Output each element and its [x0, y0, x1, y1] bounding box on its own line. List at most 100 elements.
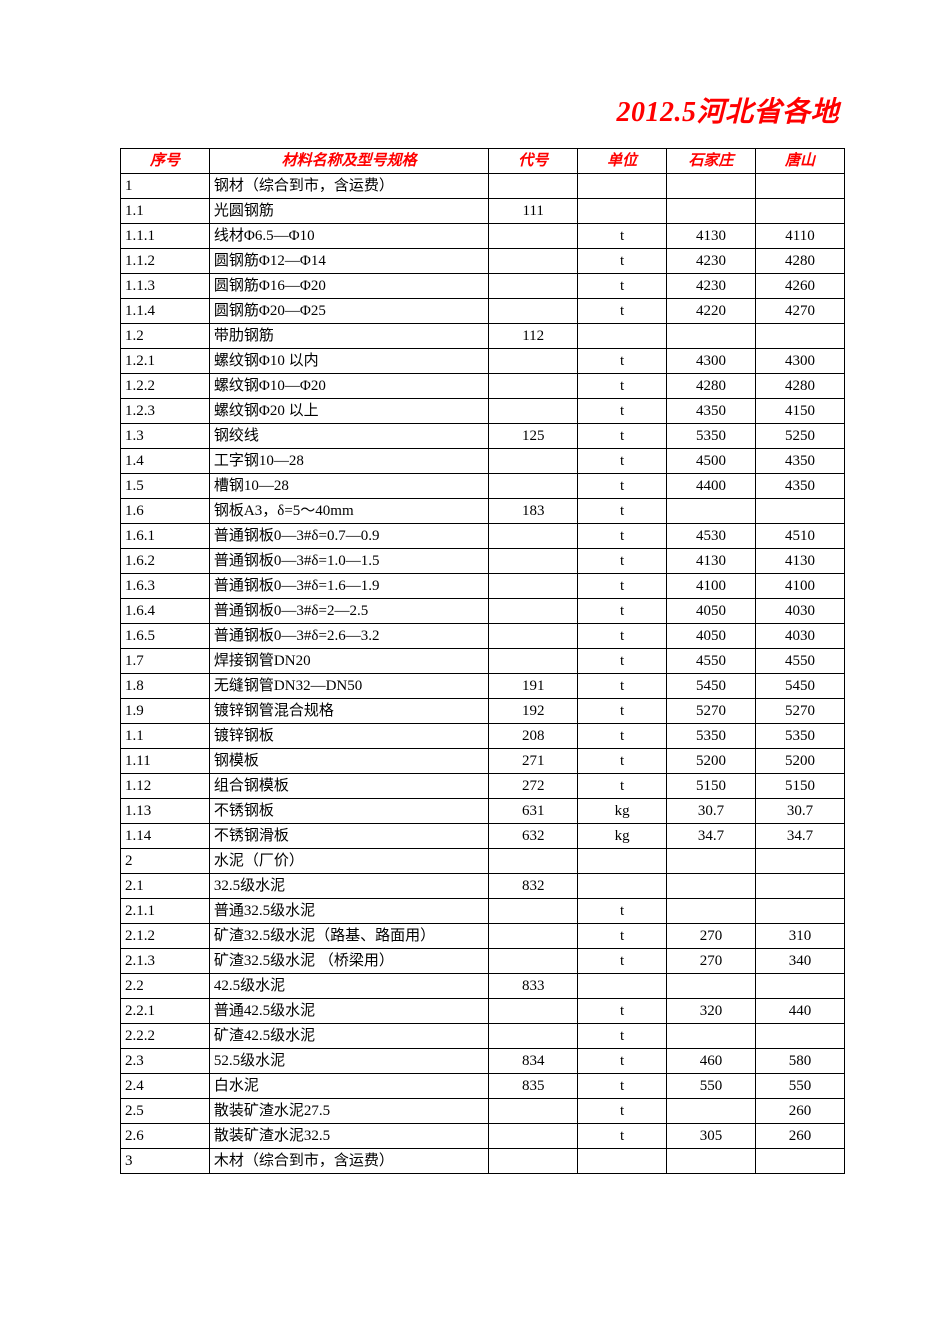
- table-cell: 191: [489, 674, 578, 699]
- table-cell: 632: [489, 824, 578, 849]
- table-cell: 3: [121, 1149, 210, 1174]
- table-cell: 4300: [667, 349, 756, 374]
- table-cell: 4350: [756, 449, 845, 474]
- table-cell: 2.5: [121, 1099, 210, 1124]
- table-cell: 1.7: [121, 649, 210, 674]
- table-cell: 2.2.2: [121, 1024, 210, 1049]
- table-cell: 30.7: [667, 799, 756, 824]
- table-header: 序号 材料名称及型号规格 代号 单位 石家庄 唐山: [121, 149, 845, 174]
- table-cell: [667, 1099, 756, 1124]
- price-table: 序号 材料名称及型号规格 代号 单位 石家庄 唐山 1钢材（综合到市，含运费）1…: [120, 148, 845, 1174]
- table-cell: t: [578, 374, 667, 399]
- table-cell: 4050: [667, 599, 756, 624]
- table-cell: 螺纹钢Φ10 以内: [209, 349, 488, 374]
- table-cell: 5270: [667, 699, 756, 724]
- table-cell: [578, 874, 667, 899]
- table-cell: t: [578, 924, 667, 949]
- table-cell: [667, 499, 756, 524]
- table-cell: 1.6.4: [121, 599, 210, 624]
- table-row: 2.242.5级水泥833: [121, 974, 845, 999]
- table-cell: [489, 1149, 578, 1174]
- table-cell: [667, 974, 756, 999]
- table-cell: 1.9: [121, 699, 210, 724]
- table-cell: [756, 1149, 845, 1174]
- table-row: 1.12组合钢模板272t51505150: [121, 774, 845, 799]
- table-cell: 1.11: [121, 749, 210, 774]
- table-cell: t: [578, 774, 667, 799]
- table-cell: t: [578, 549, 667, 574]
- table-cell: t: [578, 949, 667, 974]
- table-cell: t: [578, 1099, 667, 1124]
- table-cell: 4350: [667, 399, 756, 424]
- table-row: 1.1.2圆钢筋Φ12—Φ14t42304280: [121, 249, 845, 274]
- table-cell: [489, 1024, 578, 1049]
- table-cell: 螺纹钢Φ20 以上: [209, 399, 488, 424]
- table-row: 1.2.3螺纹钢Φ20 以上t43504150: [121, 399, 845, 424]
- table-cell: 260: [756, 1099, 845, 1124]
- table-cell: [489, 449, 578, 474]
- table-cell: t: [578, 699, 667, 724]
- table-cell: 4550: [667, 649, 756, 674]
- table-cell: 1.1.4: [121, 299, 210, 324]
- table-cell: [578, 1149, 667, 1174]
- table-cell: t: [578, 249, 667, 274]
- table-row: 1.6钢板A3，δ=5～40mm183t: [121, 499, 845, 524]
- table-cell: [489, 524, 578, 549]
- table-cell: [489, 924, 578, 949]
- table-cell: t: [578, 449, 667, 474]
- table-cell: [667, 874, 756, 899]
- table-cell: 1.6: [121, 499, 210, 524]
- table-cell: 无缝钢管DN32—DN50: [209, 674, 488, 699]
- table-cell: 4030: [756, 624, 845, 649]
- table-row: 1.8无缝钢管DN32—DN50191t54505450: [121, 674, 845, 699]
- table-cell: t: [578, 1074, 667, 1099]
- table-cell: 4220: [667, 299, 756, 324]
- table-cell: 1.2.1: [121, 349, 210, 374]
- table-cell: 1.6.1: [121, 524, 210, 549]
- table-cell: [756, 899, 845, 924]
- table-cell: 5350: [756, 724, 845, 749]
- table-cell: [489, 374, 578, 399]
- table-cell: 5450: [667, 674, 756, 699]
- table-cell: 镀锌钢管混合规格: [209, 699, 488, 724]
- table-row: 1.14不锈钢滑板632kg34.734.7: [121, 824, 845, 849]
- table-row: 2水泥（厂价）: [121, 849, 845, 874]
- table-cell: [489, 399, 578, 424]
- table-cell: 4150: [756, 399, 845, 424]
- table-cell: t: [578, 574, 667, 599]
- table-cell: 普通32.5级水泥: [209, 899, 488, 924]
- table-cell: 钢绞线: [209, 424, 488, 449]
- table-row: 2.4白水泥835t550550: [121, 1074, 845, 1099]
- table-cell: 4030: [756, 599, 845, 624]
- table-cell: 4130: [667, 549, 756, 574]
- table-body: 1钢材（综合到市，含运费）1.1光圆钢筋1111.1.1线材Φ6.5—Φ10t4…: [121, 174, 845, 1174]
- table-cell: 52.5级水泥: [209, 1049, 488, 1074]
- table-cell: 1.1: [121, 199, 210, 224]
- table-cell: t: [578, 624, 667, 649]
- table-cell: 4300: [756, 349, 845, 374]
- table-row: 1.6.1普通钢板0—3#δ=0.7—0.9t45304510: [121, 524, 845, 549]
- table-cell: 5200: [667, 749, 756, 774]
- table-cell: [489, 624, 578, 649]
- table-cell: 2.2: [121, 974, 210, 999]
- table-cell: 580: [756, 1049, 845, 1074]
- table-cell: 普通钢板0—3#δ=1.6—1.9: [209, 574, 488, 599]
- table-cell: 普通钢板0—3#δ=1.0—1.5: [209, 549, 488, 574]
- table-cell: 带肋钢筋: [209, 324, 488, 349]
- table-cell: 320: [667, 999, 756, 1024]
- page-title: 2012.5河北省各地: [120, 90, 845, 130]
- table-cell: [756, 849, 845, 874]
- table-cell: 4510: [756, 524, 845, 549]
- table-cell: [667, 849, 756, 874]
- table-cell: 310: [756, 924, 845, 949]
- table-row: 2.132.5级水泥832: [121, 874, 845, 899]
- page: 2012.5河北省各地 序号 材料名称及型号规格 代号 单位 石家庄 唐山 1钢…: [0, 0, 945, 1234]
- table-row: 2.6散装矿渣水泥32.5t305260: [121, 1124, 845, 1149]
- table-cell: 1.1: [121, 724, 210, 749]
- table-cell: 散装矿渣水泥27.5: [209, 1099, 488, 1124]
- table-cell: 钢板A3，δ=5～40mm: [209, 499, 488, 524]
- table-row: 3木材（综合到市，含运费）: [121, 1149, 845, 1174]
- table-cell: 192: [489, 699, 578, 724]
- table-cell: t: [578, 399, 667, 424]
- table-cell: t: [578, 524, 667, 549]
